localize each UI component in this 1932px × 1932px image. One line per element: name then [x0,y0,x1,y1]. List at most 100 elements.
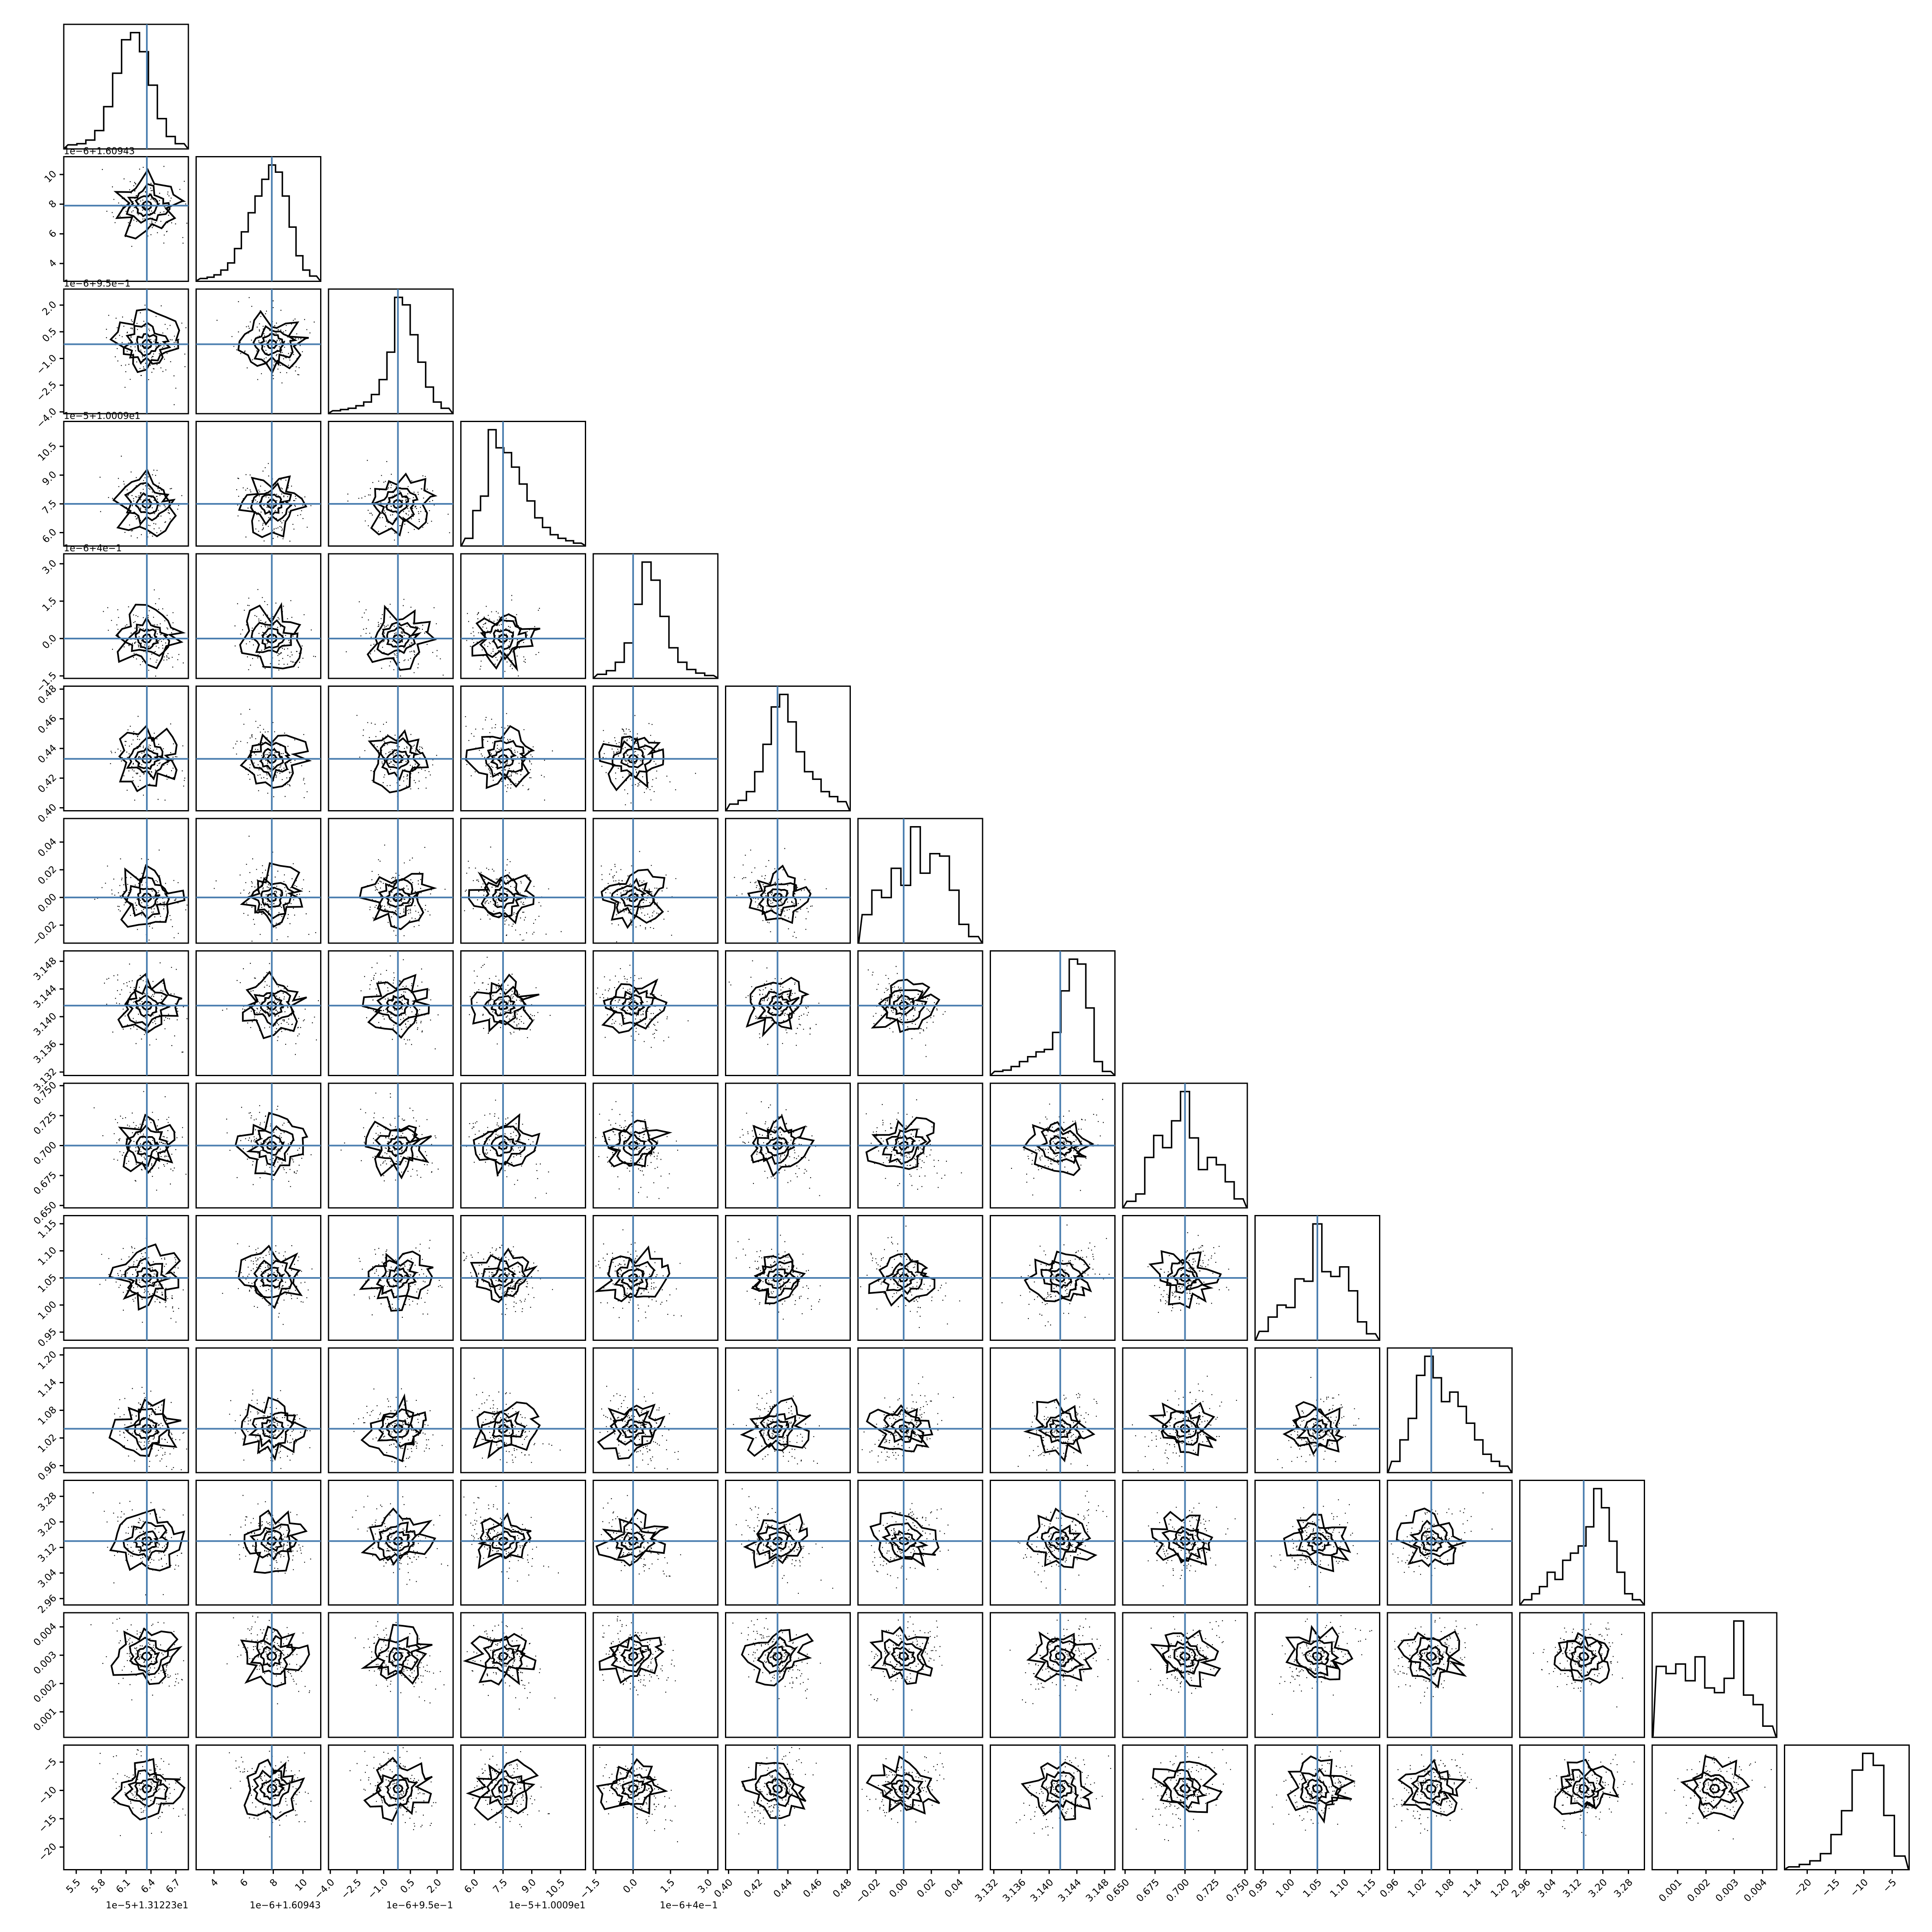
density-contour-1 [374,988,418,1026]
density-contour-1 [1408,1637,1451,1676]
scatter-points [602,1616,676,1695]
density-contour-1 [882,1408,925,1444]
density-contour-1 [375,1127,421,1165]
panel-frame [63,1347,189,1473]
density-contour-2 [1572,1777,1596,1799]
density-contour-0 [240,1396,308,1461]
panel-frame [63,1744,189,1870]
y-tick-label: 0.675 [31,1170,59,1197]
y-tick-label: 1.00 [36,1299,59,1322]
density-contour-1 [758,882,797,917]
density-contour-2 [386,994,410,1017]
density-contour-2 [620,1268,645,1290]
scatter-panel-9-6 [857,1215,983,1341]
density-contour-1 [1039,1637,1085,1673]
density-contour-3 [1578,1652,1590,1661]
x-tick-label: 1.14 [1461,1877,1484,1900]
x-tick-label: 0.700 [1164,1877,1192,1904]
density-contour-2 [765,1136,790,1156]
density-contour-0 [1287,1755,1356,1824]
scatter-panel-8-3 [460,1082,586,1209]
panel-frame [1387,1347,1513,1473]
y-tick-label: 7.5 [40,498,59,516]
y-tick-label: 0.004 [31,1621,59,1648]
y-tick-label: 10.5 [36,441,59,464]
density-contour-1 [1296,1639,1340,1676]
histogram-step-7 [991,958,1115,1075]
histogram-step-3 [461,429,585,546]
x-tick-label: 10 [293,1877,310,1893]
density-contour-1 [124,1769,169,1807]
panel-frame [460,950,586,1076]
density-contour-2 [1304,1532,1332,1552]
density-contour-3 [772,1424,783,1434]
density-contour-2 [135,1267,159,1288]
x-tick-label: 1.20 [1489,1877,1512,1900]
scatter-panel-6-0: −0.02 0.00 0.02 0.04 [30,818,189,948]
density-contour-2 [767,888,789,908]
scatter-panel-9-3 [460,1215,586,1341]
histogram-panel-8 [1122,1082,1248,1209]
density-contour-2 [891,1646,916,1666]
density-contour-2 [1049,1418,1072,1438]
density-contour-3 [497,1140,508,1150]
panel-frame [63,553,189,679]
scatter-panel-13-4: −1.5 0.0 1.5 3.0 1e−6+4e−1 [578,1744,719,1911]
density-contour-2 [1304,1778,1330,1800]
density-contour-1 [253,1259,293,1298]
y-tick-label: 0.002 [31,1678,59,1705]
scatter-panel-8-6 [857,1082,983,1209]
density-contour-3 [1312,1783,1323,1794]
density-contour-1 [1297,1522,1339,1557]
x-tick-label: 0.5 [398,1877,417,1895]
scatter-panel-10-7 [990,1347,1116,1473]
density-contour-0 [120,864,186,928]
scatter-panel-4-1 [196,553,321,679]
density-contour-2 [620,748,646,769]
density-contour-3 [627,1001,639,1011]
panel-frame [857,1744,983,1870]
density-contour-1 [756,1126,798,1165]
histogram-panel-2 [328,288,454,415]
density-contour-0 [1026,1507,1098,1569]
x-tick-label: 3.140 [1028,1877,1056,1904]
density-contour-0 [601,978,668,1034]
y-tick-label: −10 [37,1784,59,1807]
x-tick-label: 0.40 [712,1877,735,1900]
density-contour-1 [1162,1640,1210,1675]
density-contour-1 [246,1125,295,1166]
y-tick-label: 3.12 [36,1541,59,1564]
density-contour-1 [481,1260,527,1298]
scatter-panel-7-1 [196,950,321,1076]
panel-frame [460,553,586,679]
x-tick-label: −2.5 [339,1877,364,1901]
scatter-panel-5-3 [460,686,586,811]
scatter-panel-10-4 [592,1347,719,1473]
density-contour-3 [898,1001,910,1010]
scatter-points [94,1091,187,1191]
scatter-panel-12-3 [460,1612,586,1738]
panel-frame [63,156,189,282]
histogram-step-1 [196,164,321,282]
panel-frame [328,288,454,415]
scatter-panel-10-9 [1254,1347,1380,1473]
panel-frame [1387,1480,1513,1606]
panel-frame [460,1612,586,1738]
x-tick-label: 0.42 [742,1877,765,1900]
density-contour-3 [266,1783,277,1794]
x-tick-label: 0.46 [801,1877,824,1900]
x-tick-label: 1.5 [658,1877,677,1895]
scatter-panel-1-0: 4 6 8 10 1e−6+1.60943 [42,146,189,282]
panel-frame [990,950,1116,1076]
density-contour-1 [377,1408,422,1448]
density-contour-3 [628,1651,639,1661]
panel-frame [725,818,851,944]
scatter-panel-12-6 [857,1612,983,1738]
density-contour-1 [1559,1768,1605,1808]
density-contour-3 [392,1784,404,1794]
scatter-panel-9-1 [196,1215,321,1341]
y-tick-label: −20 [37,1841,59,1863]
scatter-points [868,966,946,1057]
